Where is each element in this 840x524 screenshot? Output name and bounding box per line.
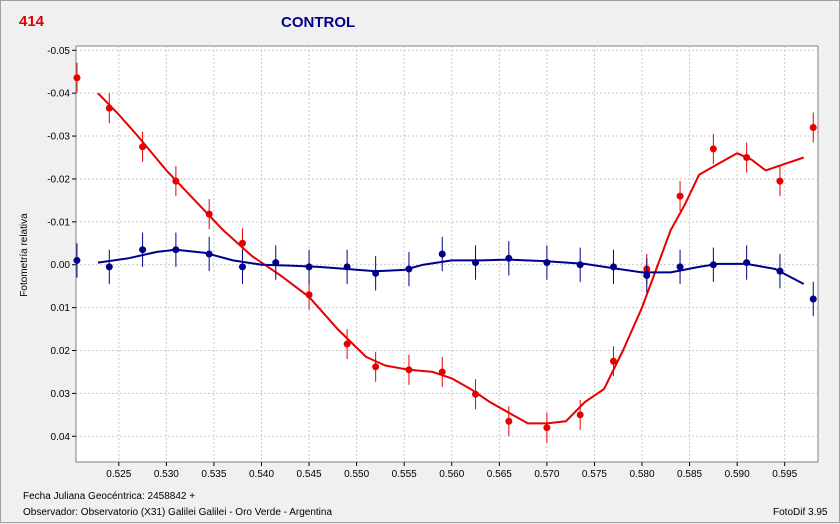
y-tick-label: 0.04: [51, 432, 71, 443]
y-tick-label: -0.02: [47, 174, 70, 185]
series-blue: [73, 232, 817, 317]
data-point: [105, 104, 113, 112]
x-tick-label: 0.560: [439, 469, 464, 480]
data-point: [205, 250, 213, 258]
data-point: [709, 261, 717, 269]
observer-label: Observador: Observatorio (X31) Galilei G…: [23, 507, 333, 518]
data-point: [505, 417, 513, 425]
data-point: [372, 363, 380, 371]
y-tick-label: -0.03: [47, 132, 70, 143]
x-tick-label: 0.550: [344, 469, 369, 480]
x-tick-label: 0.545: [297, 469, 322, 480]
y-tick-label: -0.04: [47, 89, 70, 100]
x-tick-label: 0.590: [725, 469, 750, 480]
x-tick-label: 0.565: [487, 469, 512, 480]
data-point: [172, 246, 180, 254]
chart-id-label: 414: [19, 13, 45, 30]
julian-date-label: Fecha Juliana Geocéntrica: 2458842 +: [23, 491, 196, 502]
data-point: [139, 246, 147, 254]
data-point: [472, 259, 480, 267]
y-tick-label: -0.01: [47, 217, 70, 228]
x-tick-label: 0.575: [582, 469, 607, 480]
data-point: [809, 123, 817, 131]
data-point: [238, 263, 246, 271]
data-point: [405, 366, 413, 374]
x-tick-label: 0.525: [106, 469, 131, 480]
series-red: [73, 62, 817, 443]
data-point: [472, 390, 480, 398]
data-point: [743, 259, 751, 267]
data-point: [372, 269, 380, 277]
data-point: [172, 177, 180, 185]
data-point: [643, 271, 651, 279]
data-point: [676, 263, 684, 271]
data-point: [205, 210, 213, 218]
data-point: [343, 263, 351, 271]
x-tick-label: 0.540: [249, 469, 274, 480]
chart-title: CONTROL: [281, 14, 356, 31]
data-point: [438, 250, 446, 258]
software-version-label: FotoDif 3.95: [773, 507, 828, 518]
data-point: [73, 74, 81, 82]
data-point: [576, 411, 584, 419]
data-point: [139, 143, 147, 151]
x-tick-label: 0.585: [677, 469, 702, 480]
data-point: [576, 261, 584, 269]
data-point: [405, 265, 413, 273]
data-point: [238, 239, 246, 247]
data-point: [743, 154, 751, 162]
data-point: [73, 256, 81, 264]
x-tick-label: 0.595: [772, 469, 797, 480]
data-point: [609, 263, 617, 271]
data-point: [609, 357, 617, 365]
data-point: [543, 424, 551, 432]
data-point: [543, 259, 551, 267]
data-point: [676, 192, 684, 200]
y-tick-label: 0.02: [51, 346, 71, 357]
x-tick-label: 0.580: [629, 469, 654, 480]
data-series: [73, 62, 817, 443]
data-point: [809, 295, 817, 303]
y-tick-label: 0.03: [51, 389, 71, 400]
y-tick-label: 0.00: [51, 260, 71, 271]
y-tick-label: 0.01: [51, 303, 71, 314]
x-tick-label: 0.555: [392, 469, 417, 480]
data-point: [305, 291, 313, 299]
data-point: [343, 340, 351, 348]
plot-background: [75, 45, 819, 463]
data-point: [272, 259, 280, 267]
data-point: [438, 368, 446, 376]
data-point: [776, 177, 784, 185]
data-point: [709, 145, 717, 153]
y-tick-label: -0.05: [47, 46, 70, 57]
x-tick-label: 0.535: [201, 469, 226, 480]
data-point: [105, 263, 113, 271]
x-tick-label: 0.530: [154, 469, 179, 480]
y-axis-label: Fotometría relativa: [19, 213, 30, 297]
y-axis: -0.05 -0.04 -0.03 -0.02 -0.01 0.00 0.01 0.02 0.0…: [47, 46, 76, 443]
data-point: [305, 263, 313, 271]
data-point: [505, 254, 513, 262]
x-tick-label: 0.570: [534, 469, 559, 480]
x-axis: 0.525 0.530 0.535 0.540 0.545 0.550 0.555 0.560…: [106, 462, 798, 480]
data-point: [776, 267, 784, 275]
